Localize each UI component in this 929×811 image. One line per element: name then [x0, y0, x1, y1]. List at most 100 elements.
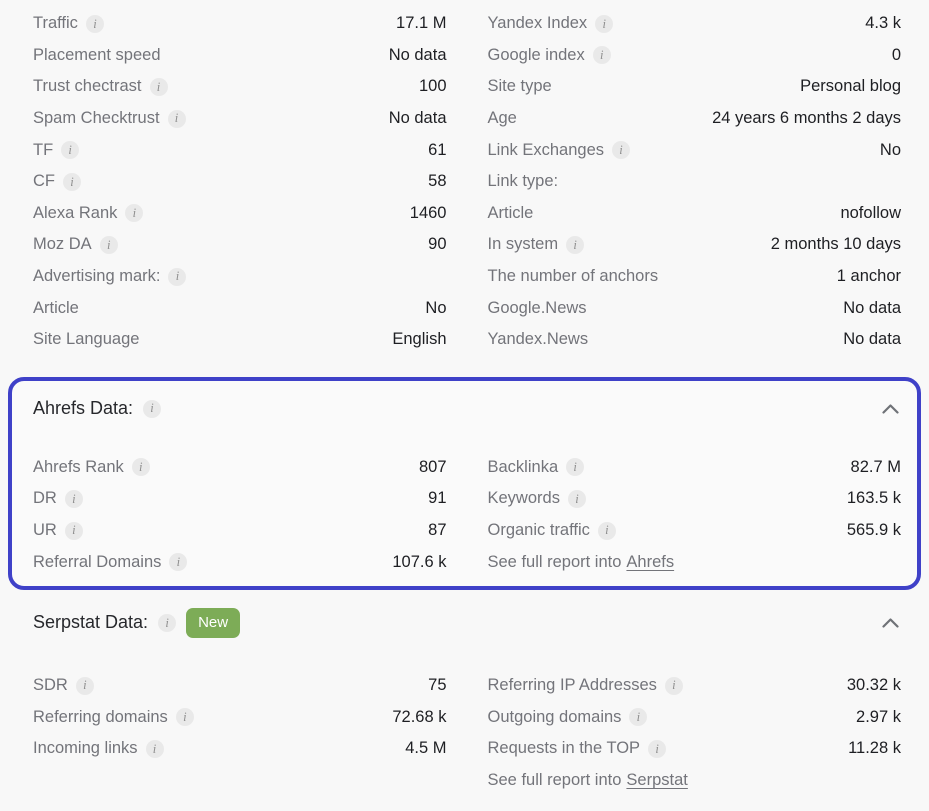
metric-value: 1 anchor: [836, 267, 901, 286]
info-icon[interactable]: i: [612, 141, 630, 160]
info-icon[interactable]: i: [125, 204, 144, 223]
metric-row: Referring IP Addresses i 30.32 k: [488, 670, 901, 702]
metric-row: SDR i 75: [33, 670, 447, 702]
info-icon[interactable]: i: [64, 489, 83, 508]
metric-label: Advertising mark: i: [33, 267, 187, 286]
metric-value: 30.32 k: [846, 676, 901, 695]
metric-value: 17.1 M: [396, 14, 447, 33]
metric-label: See full report into: [487, 770, 622, 789]
metric-row: Advertising mark: i: [33, 261, 447, 293]
info-icon[interactable]: i: [175, 708, 194, 727]
metric-row: Ahrefs Rank i 807: [33, 452, 447, 484]
main-metrics-right-column: Yandex Index i 4.3 k Google index i 0 Site typ…: [488, 8, 902, 356]
metric-value: 87: [428, 521, 447, 540]
info-icon[interactable]: i: [592, 46, 611, 65]
metric-value: 2.97 k: [856, 707, 901, 726]
metric-row: In system i 2 months 10 days: [488, 229, 901, 261]
metric-label: Site Language: [33, 330, 140, 349]
metric-row: TF i 61: [33, 134, 447, 166]
serpstat-right-column: Referring IP Addresses i 30.32 k Outgoing d…: [488, 670, 902, 796]
metric-value: 807: [418, 457, 447, 476]
collapse-chevron-icon[interactable]: [880, 402, 901, 416]
metric-label: Moz DA i: [33, 235, 118, 254]
metric-label: UR i: [33, 521, 83, 540]
metric-value: No: [425, 298, 447, 317]
info-icon[interactable]: i: [61, 141, 80, 160]
serpstat-section-header: Serpstat Data: i New: [33, 606, 901, 640]
serpstat-left-column: SDR i 75 Referring domains i 72.68 k Incoming …: [33, 670, 447, 796]
metric-label: Keywords i: [488, 489, 586, 508]
ahrefs-section-header: Ahrefs Data: i: [33, 393, 901, 425]
info-icon[interactable]: i: [566, 458, 585, 477]
metric-label: Outgoing domains i: [488, 708, 648, 727]
metric-label: SDR i: [33, 676, 94, 695]
info-icon[interactable]: i: [149, 77, 168, 96]
metric-label: TF i: [33, 141, 80, 160]
info-icon[interactable]: i: [63, 172, 81, 191]
metric-label: Requests in the TOP i: [488, 739, 667, 758]
metric-row: Google index i 0: [488, 40, 901, 72]
ahrefs-link[interactable]: Ahrefs: [626, 552, 675, 571]
metric-row: Traffic i 17.1 M: [33, 8, 447, 40]
metric-value: No data: [843, 298, 901, 317]
info-icon[interactable]: i: [648, 739, 667, 758]
metric-label: Article: [33, 298, 79, 317]
metric-row: Site type Personal blog: [488, 71, 902, 103]
info-icon[interactable]: i: [597, 521, 616, 540]
info-icon[interactable]: i: [566, 235, 585, 254]
metric-row: Link type:: [488, 166, 902, 198]
metric-value: Personal blog: [800, 77, 901, 96]
metric-label: Alexa Rank i: [33, 204, 144, 223]
info-icon[interactable]: i: [145, 739, 164, 758]
metric-value: 2 months 10 days: [770, 235, 901, 254]
metric-value: 58: [428, 172, 447, 191]
metric-value: English: [392, 330, 447, 349]
info-icon[interactable]: i: [131, 458, 150, 477]
ahrefs-right-column: Backlinka i 82.7 M Keywords i 163.5 k Organic …: [488, 452, 902, 578]
info-icon[interactable]: i: [629, 708, 648, 727]
info-icon[interactable]: i: [169, 553, 188, 572]
metric-row: Placement speed No data: [33, 40, 447, 72]
info-icon[interactable]: i: [143, 399, 162, 418]
metric-value: 82.7 M: [850, 457, 901, 476]
info-icon[interactable]: i: [168, 267, 187, 286]
metric-value: No: [879, 140, 901, 159]
metric-value: 61: [428, 140, 447, 159]
metric-row: DR i 91: [33, 483, 447, 515]
metric-value: 565.9 k: [846, 521, 901, 540]
metric-label: Traffic i: [33, 14, 104, 33]
info-icon[interactable]: i: [85, 14, 104, 33]
ahrefs-left-column: Ahrefs Rank i 807 DR i 91 UR i 87 Referral Domain…: [33, 452, 447, 578]
info-icon[interactable]: i: [567, 489, 586, 508]
info-icon[interactable]: i: [64, 521, 83, 540]
metric-label: Link Exchanges i: [488, 141, 630, 160]
collapse-chevron-icon[interactable]: [880, 616, 901, 630]
metric-label: Link type:: [487, 172, 559, 191]
metric-row: Age 24 years 6 months 2 days: [488, 103, 902, 135]
metric-row: Article No: [33, 292, 447, 324]
metric-row: Incoming links i 4.5 M: [33, 733, 447, 765]
metric-value: No data: [388, 45, 447, 64]
ahrefs-section-title: Ahrefs Data:: [33, 398, 134, 419]
metric-row: Yandex Index i 4.3 k: [488, 8, 901, 40]
metric-label: Backlinka i: [488, 458, 585, 477]
metric-label: Referring domains i: [33, 708, 194, 727]
serpstat-link[interactable]: Serpstat: [626, 770, 688, 789]
metric-label: Google.News: [487, 298, 587, 317]
metric-label: Article: [487, 203, 534, 222]
metric-label: In system i: [488, 235, 585, 254]
serpstat-data-section: Serpstat Data: i New SDR i 75 Referring dom…: [0, 606, 929, 796]
metric-row: Organic traffic i 565.9 k: [488, 515, 901, 547]
metric-value: 163.5 k: [846, 489, 901, 508]
info-icon[interactable]: i: [75, 676, 94, 695]
info-icon[interactable]: i: [664, 676, 683, 695]
info-icon[interactable]: i: [595, 14, 614, 33]
metric-value: 4.5 M: [405, 739, 447, 758]
metric-row: Requests in the TOP i 11.28 k: [488, 733, 901, 765]
metric-value: nofollow: [840, 203, 901, 222]
new-badge: New: [186, 607, 241, 638]
info-icon[interactable]: i: [99, 235, 118, 254]
info-icon[interactable]: i: [158, 613, 177, 632]
info-icon[interactable]: i: [167, 109, 186, 128]
metric-value: No data: [388, 109, 447, 128]
